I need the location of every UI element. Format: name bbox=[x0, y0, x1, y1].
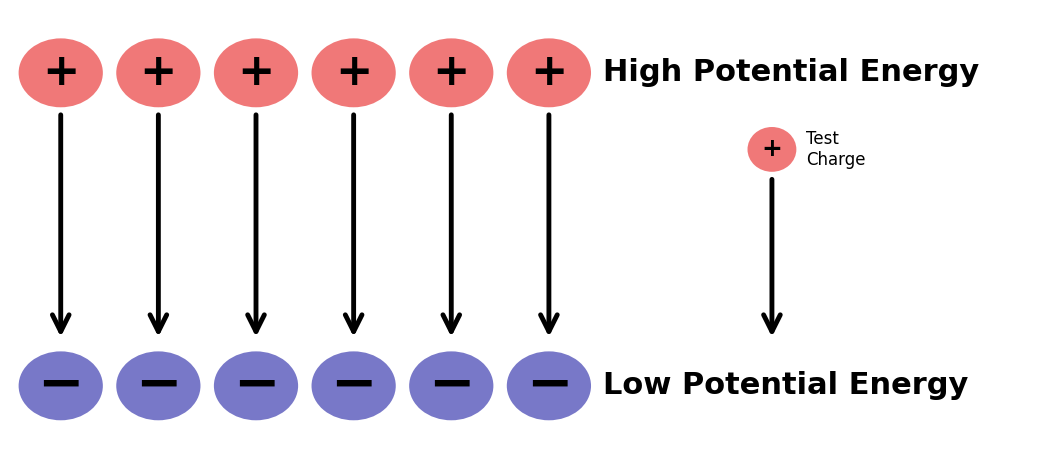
Ellipse shape bbox=[116, 38, 200, 107]
Text: +: + bbox=[237, 51, 275, 94]
Ellipse shape bbox=[409, 38, 493, 107]
Text: +: + bbox=[140, 51, 177, 94]
Text: +: + bbox=[42, 51, 79, 94]
Ellipse shape bbox=[19, 351, 103, 420]
Text: +: + bbox=[335, 51, 372, 94]
Ellipse shape bbox=[507, 38, 591, 107]
Ellipse shape bbox=[214, 351, 298, 420]
Text: Test
Charge: Test Charge bbox=[806, 130, 865, 169]
Text: +: + bbox=[530, 51, 567, 94]
Text: −: − bbox=[233, 359, 279, 413]
Text: −: − bbox=[37, 359, 84, 413]
Ellipse shape bbox=[507, 351, 591, 420]
Text: −: − bbox=[135, 359, 182, 413]
Text: +: + bbox=[433, 51, 470, 94]
Text: High Potential Energy: High Potential Energy bbox=[602, 58, 979, 87]
Ellipse shape bbox=[748, 127, 797, 172]
Text: Low Potential Energy: Low Potential Energy bbox=[602, 371, 968, 400]
Text: −: − bbox=[428, 359, 475, 413]
Ellipse shape bbox=[409, 351, 493, 420]
Ellipse shape bbox=[116, 351, 200, 420]
Ellipse shape bbox=[214, 38, 298, 107]
Ellipse shape bbox=[311, 351, 396, 420]
Text: −: − bbox=[526, 359, 572, 413]
Ellipse shape bbox=[311, 38, 396, 107]
Text: +: + bbox=[762, 138, 782, 161]
Text: −: − bbox=[330, 359, 377, 413]
Ellipse shape bbox=[19, 38, 103, 107]
